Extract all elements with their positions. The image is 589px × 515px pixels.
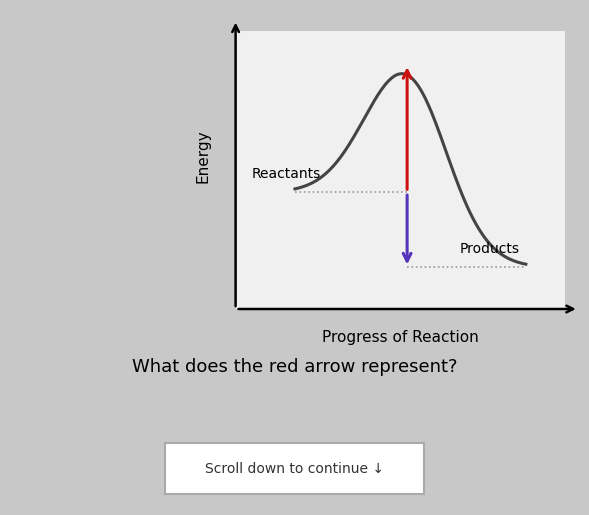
Text: What does the red arrow represent?: What does the red arrow represent? <box>132 358 457 375</box>
Text: Progress of Reaction: Progress of Reaction <box>322 330 479 345</box>
Text: Energy: Energy <box>195 129 210 183</box>
Text: Reactants: Reactants <box>252 167 322 181</box>
Text: Products: Products <box>460 242 520 256</box>
Text: Scroll down to continue ↓: Scroll down to continue ↓ <box>205 461 384 476</box>
